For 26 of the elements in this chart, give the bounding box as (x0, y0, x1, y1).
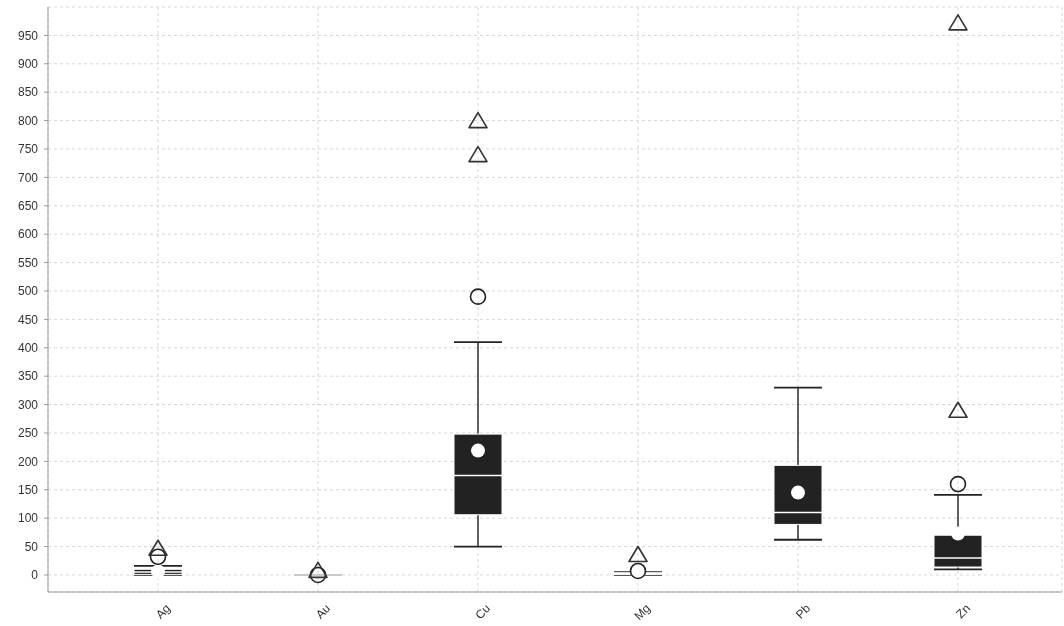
y-tick-label: 900 (17, 57, 39, 72)
y-tick-label: 0 (31, 568, 39, 583)
y-tick-label: 500 (17, 284, 39, 299)
y-tick-label: 400 (17, 341, 39, 356)
y-tick-label: 50 (24, 539, 39, 554)
x-tick-label: Ag (152, 601, 174, 622)
y-tick-label: 250 (17, 426, 39, 441)
y-tick-label: 950 (17, 28, 39, 43)
y-tick-label: 600 (17, 227, 39, 242)
y-tick-label: 700 (17, 170, 39, 185)
x-tick-label: Zn (953, 601, 974, 622)
y-tick-label: 450 (17, 312, 39, 327)
y-tick-label: 350 (17, 369, 39, 384)
y-tick-label: 650 (17, 199, 39, 214)
y-tick-label: 800 (17, 113, 39, 128)
y-tick-label: 100 (17, 511, 39, 526)
y-tick-label: 300 (17, 397, 39, 412)
y-tick-label: 750 (17, 142, 39, 157)
y-tick-label: 200 (17, 454, 39, 469)
y-tick-label: 550 (17, 255, 39, 270)
x-tick-label: Mg (631, 601, 654, 623)
x-tick-label: Au (312, 601, 334, 622)
y-tick-label: 150 (17, 483, 39, 498)
x-tick-label: Pb (792, 601, 814, 622)
y-tick-label: 850 (17, 85, 39, 100)
x-tick-label: Cu (472, 601, 494, 622)
